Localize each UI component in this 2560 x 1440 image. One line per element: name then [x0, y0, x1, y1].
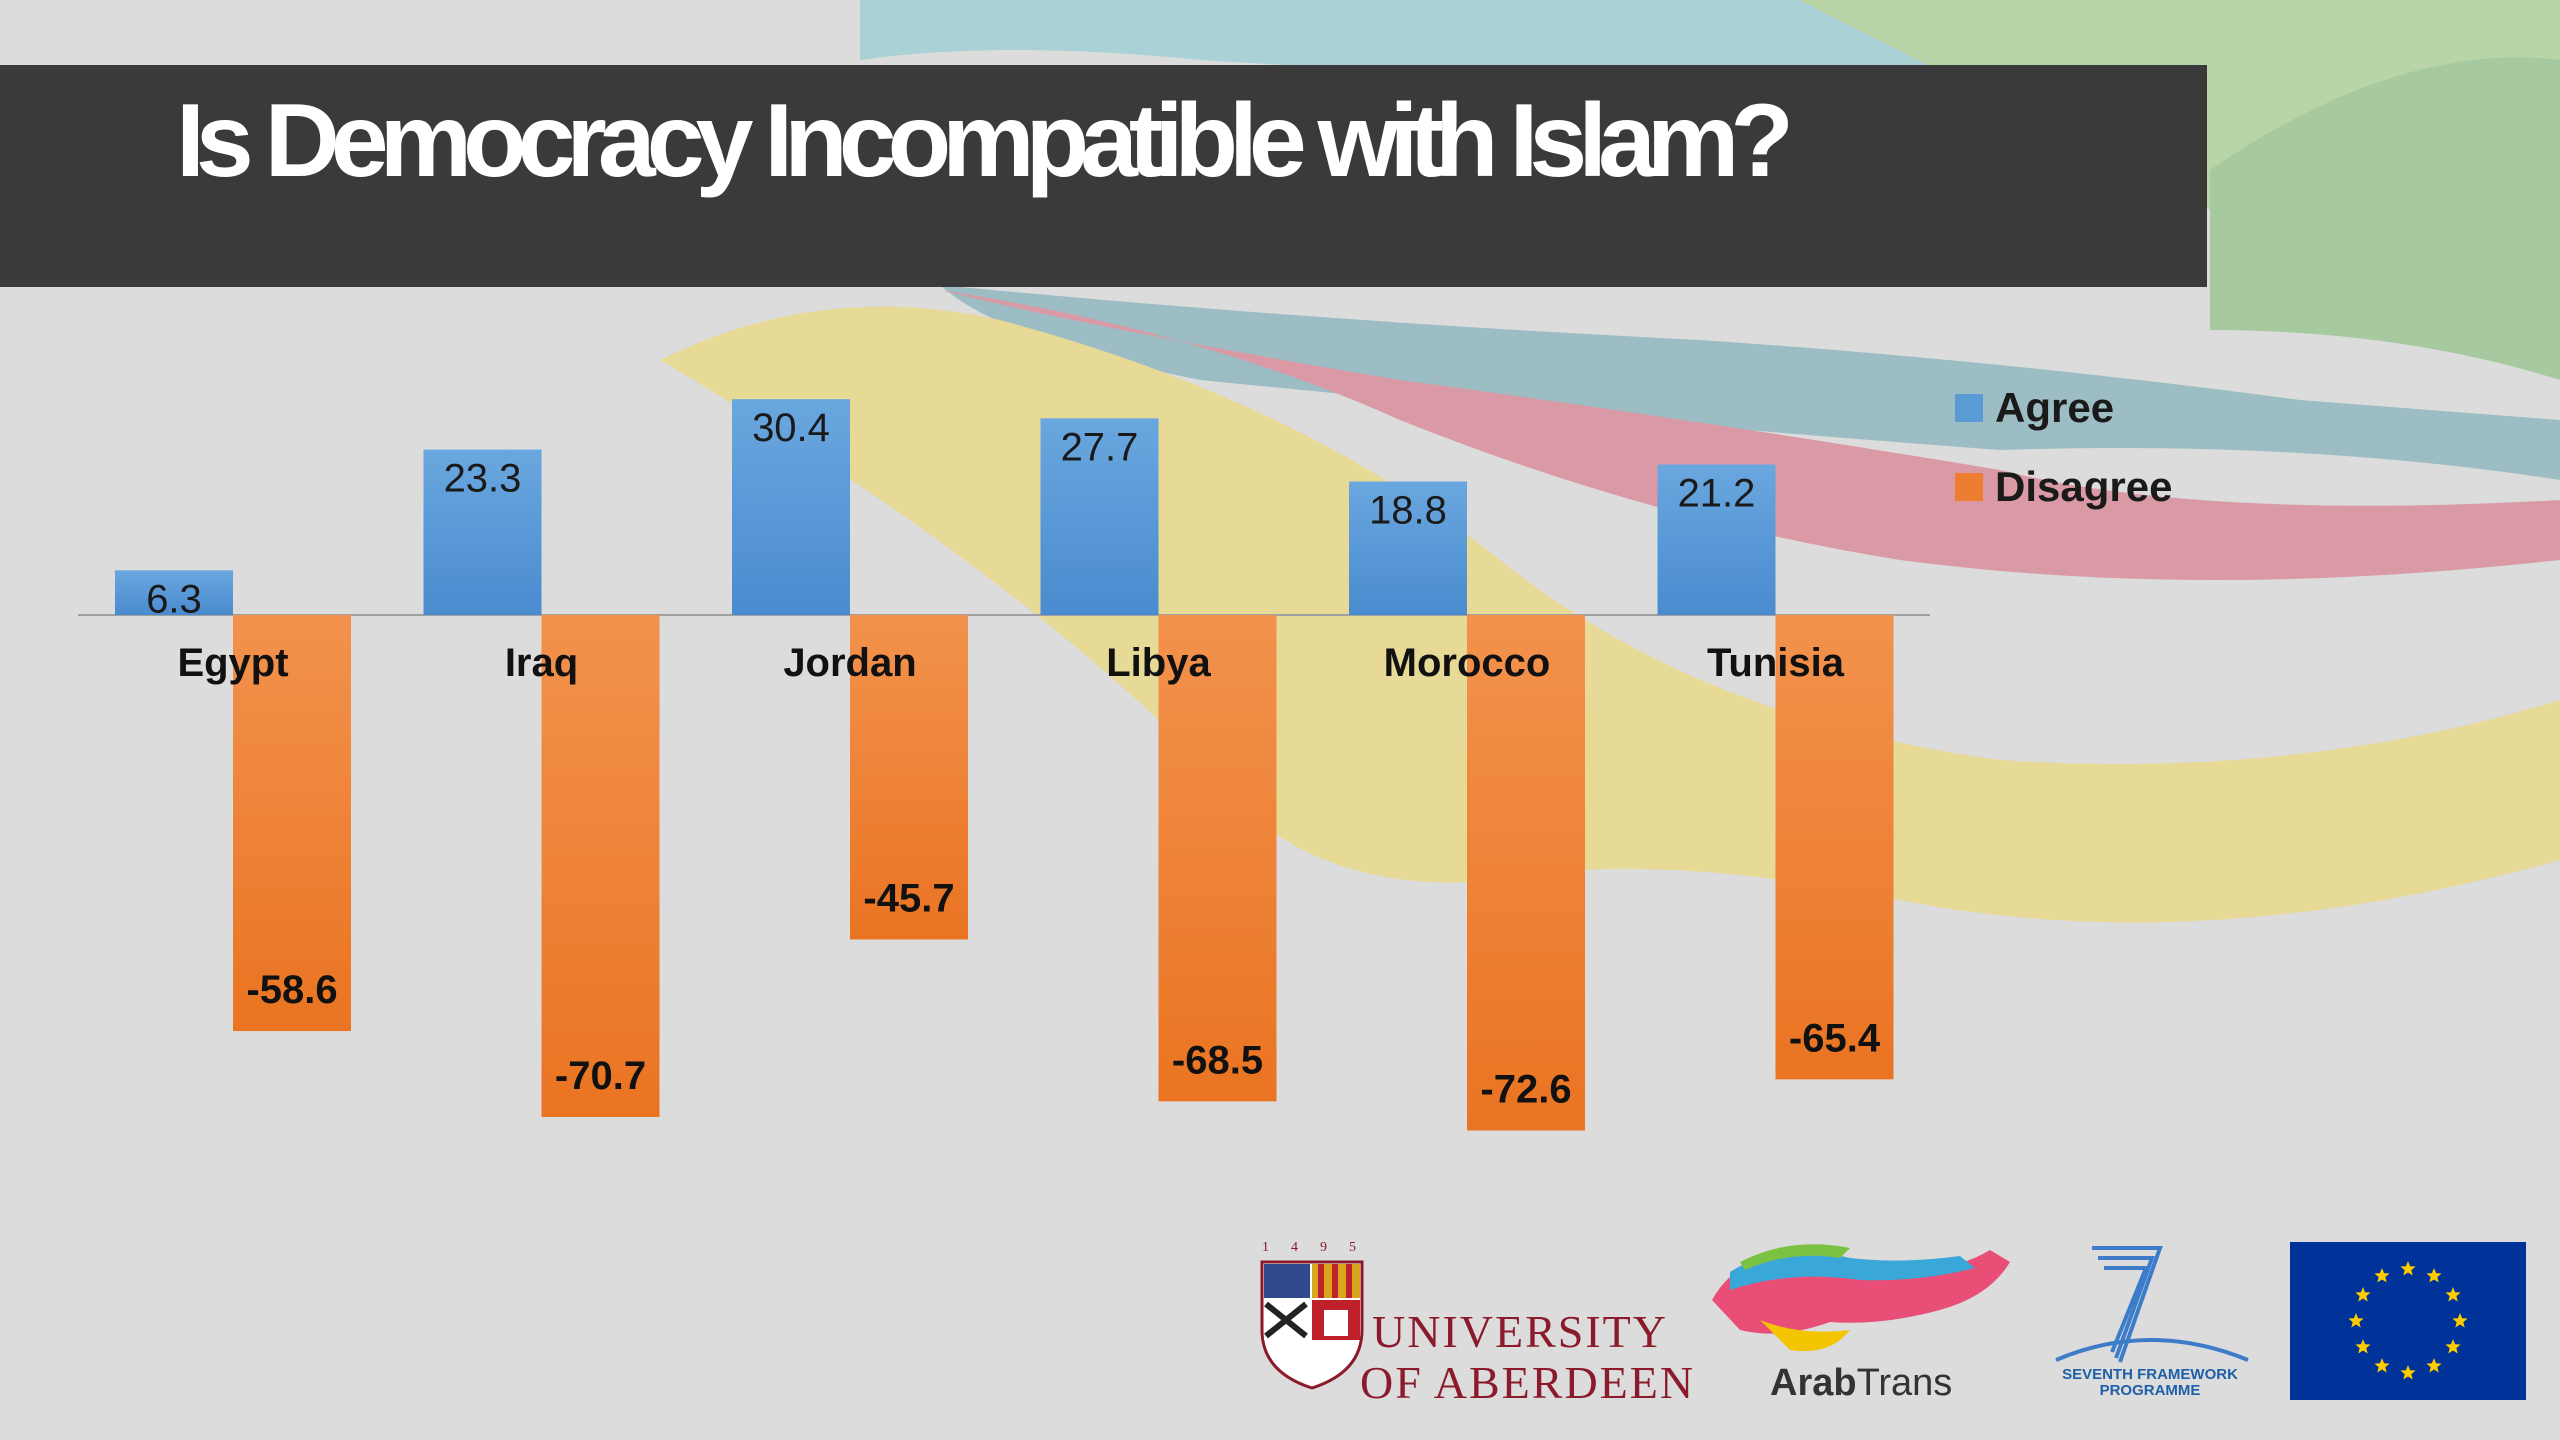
data-label-agree-egypt: 6.3	[146, 577, 202, 621]
arabtrans-bold: Arab	[1770, 1362, 1857, 1404]
fp7-line2: PROGRAMME	[2099, 1382, 2201, 1399]
aberdeen-line1: UNIVERSITY	[1372, 1306, 1668, 1357]
bar-disagree-iraq	[541, 615, 660, 1117]
data-label-agree-tunisia: 21.2	[1678, 471, 1756, 515]
category-label-morocco: Morocco	[1384, 641, 1551, 685]
bar-disagree-jordan	[850, 615, 968, 940]
bar-disagree-libya	[1158, 615, 1277, 1102]
legend-item-agree: Agree	[1955, 368, 2172, 447]
data-label-agree-libya: 27.7	[1061, 425, 1139, 469]
bar-agree-egypt	[115, 570, 233, 615]
legend-swatch-disagree	[1955, 472, 1983, 501]
bar-disagree-tunisia	[1775, 615, 1894, 1080]
data-label-disagree-iraq: -70.7	[555, 1054, 646, 1098]
category-label-tunisia: Tunisia	[1707, 641, 1845, 685]
bar-disagree-egypt	[233, 615, 351, 1032]
data-label-disagree-tunisia: -65.4	[1789, 1016, 1881, 1060]
data-label-disagree-jordan: -45.7	[863, 876, 954, 920]
data-label-agree-jordan: 30.4	[752, 406, 830, 450]
data-label-agree-morocco: 18.8	[1369, 489, 1447, 533]
bar-agree-jordan	[732, 399, 850, 615]
category-label-libya: Libya	[1106, 641, 1211, 685]
data-label-disagree-egypt: -58.6	[246, 968, 337, 1012]
legend: Agree Disagree	[1955, 368, 2172, 526]
arabtrans-wordmark: ArabTrans	[1770, 1362, 1952, 1405]
category-label-jordan: Jordan	[783, 641, 916, 685]
fp7-line1: SEVENTH FRAMEWORK	[2062, 1366, 2238, 1383]
aberdeen-year: 1495	[1262, 1240, 1378, 1255]
title-band	[0, 65, 2207, 287]
legend-label-agree: Agree	[1995, 383, 2115, 431]
aberdeen-line2: OF ABERDEEN	[1360, 1357, 1696, 1408]
bar-agree-tunisia	[1657, 464, 1776, 615]
bar-agree-libya	[1040, 418, 1159, 615]
fp7-caption: SEVENTH FRAMEWORK PROGRAMME	[2052, 1367, 2248, 1399]
bar-agree-iraq	[423, 449, 542, 615]
slide-title: Is Democracy Incompatible with Islam?	[176, 83, 1794, 199]
data-label-disagree-libya: -68.5	[1172, 1038, 1263, 1082]
bar-disagree-morocco	[1467, 615, 1585, 1131]
category-label-iraq: Iraq	[505, 641, 578, 685]
legend-swatch-agree	[1955, 393, 1983, 422]
category-label-egypt: Egypt	[177, 641, 288, 685]
data-label-disagree-morocco: -72.6	[1480, 1067, 1571, 1111]
legend-label-disagree: Disagree	[1995, 462, 2173, 510]
arabtrans-light: Trans	[1856, 1362, 1953, 1404]
bar-agree-morocco	[1349, 481, 1467, 615]
legend-item-disagree: Disagree	[1955, 447, 2172, 526]
data-label-agree-iraq: 23.3	[444, 457, 522, 501]
